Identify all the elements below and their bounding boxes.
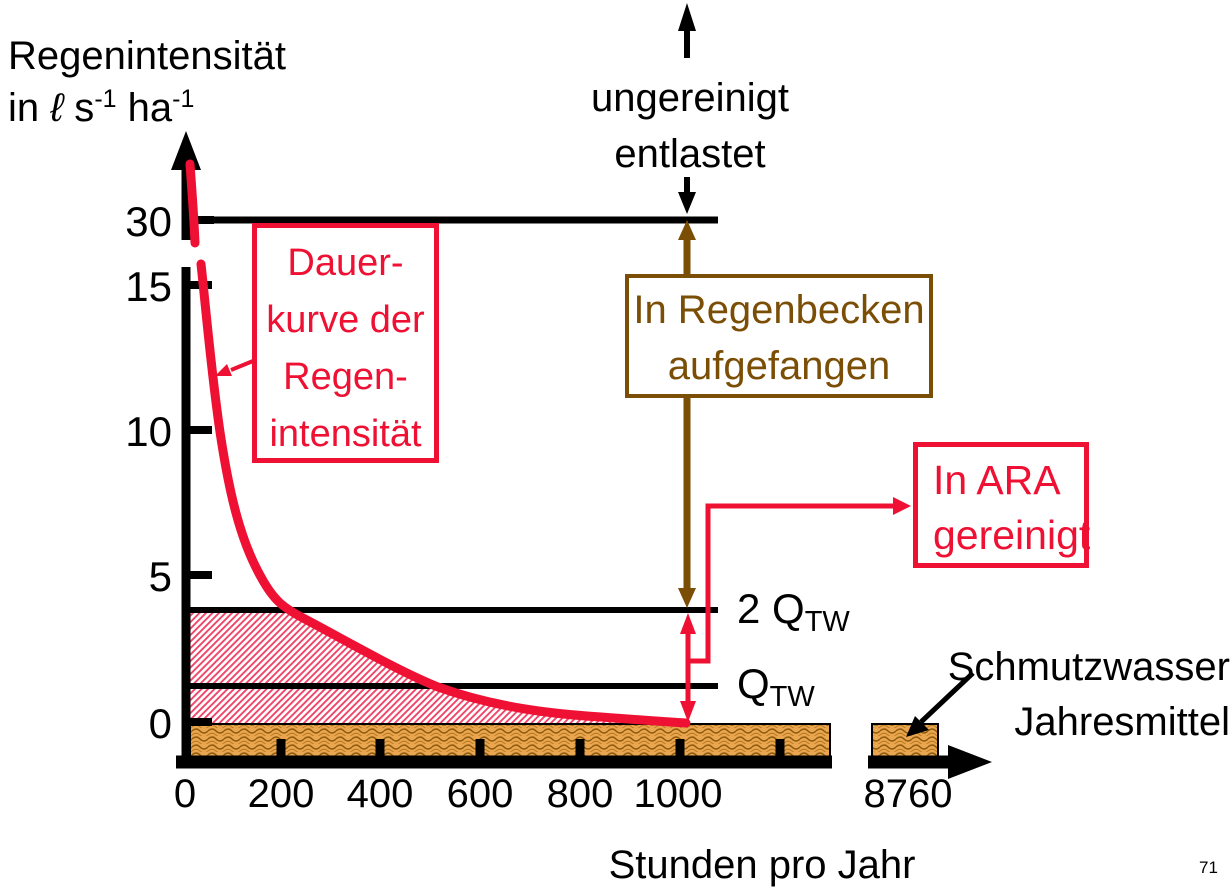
x-tick-8760: 8760 <box>863 772 953 816</box>
y-tick-15: 15 <box>125 263 172 310</box>
x-axis-arrowhead-icon <box>948 745 992 779</box>
y-tick-10: 10 <box>125 408 172 455</box>
sewage-pointer-arrowhead-icon <box>906 716 929 737</box>
qtw-label: QTW <box>737 660 815 714</box>
ara-connector-line <box>690 503 896 664</box>
basin-arrow-bottom-head-icon <box>678 588 696 608</box>
x-tick-600: 600 <box>446 772 514 816</box>
basin-label-box: In Regenbecken aufgefangen <box>625 274 933 398</box>
ara-hatched-area <box>190 613 686 723</box>
x-tick-800: 800 <box>546 772 614 816</box>
untreated-arrow-down-head-icon <box>678 192 696 214</box>
y-axis-arrowhead-icon <box>171 131 201 170</box>
sewage-label: Schmutzwasser Jahresmittel <box>947 645 1230 744</box>
curve-label-box: Dauer- kurve der Regen- intensität <box>252 223 439 463</box>
basin-arrow-top-head-icon <box>678 220 696 240</box>
x-tick-200: 200 <box>247 772 315 816</box>
curve-label-pointer-line <box>230 359 254 372</box>
untreated-label: ungereinigt entlastet <box>591 76 789 176</box>
ara-range-arrow-top-head-icon <box>680 613 696 634</box>
duration-curve <box>196 259 691 728</box>
x-tick-400: 400 <box>346 772 414 816</box>
sewage-pointer-line <box>919 671 975 724</box>
y-tick-5: 5 <box>148 553 172 600</box>
page-number: 71 <box>1199 858 1218 877</box>
ara-range-arrow-bottom-head-icon <box>680 701 696 722</box>
y-axis-title-line2: in ℓ s-1 ha-1 <box>8 85 195 130</box>
liter-symbol: ℓ <box>50 86 64 130</box>
x-axis-ticks <box>276 739 785 757</box>
y-tick-30: 30 <box>125 198 172 245</box>
ara-connector-arrowhead-icon <box>893 497 911 515</box>
untreated-arrow-up-head-icon <box>678 3 696 31</box>
sewage-band-main <box>189 723 831 758</box>
y-axis-title-line1: Regenintensität <box>8 34 286 78</box>
x-tick-1000: 1000 <box>633 772 723 816</box>
x-tick-0: 0 <box>173 772 197 816</box>
ara-label-box: In ARA gereinigt <box>913 442 1090 568</box>
curve-label-pointer-arrowhead-icon <box>215 364 232 376</box>
duration-curve-upper <box>185 159 200 248</box>
y-tick-0: 0 <box>148 700 172 747</box>
x-axis-title: Stunden pro Jahr <box>608 843 916 887</box>
two-qtw-label: 2 QTW <box>737 585 850 639</box>
